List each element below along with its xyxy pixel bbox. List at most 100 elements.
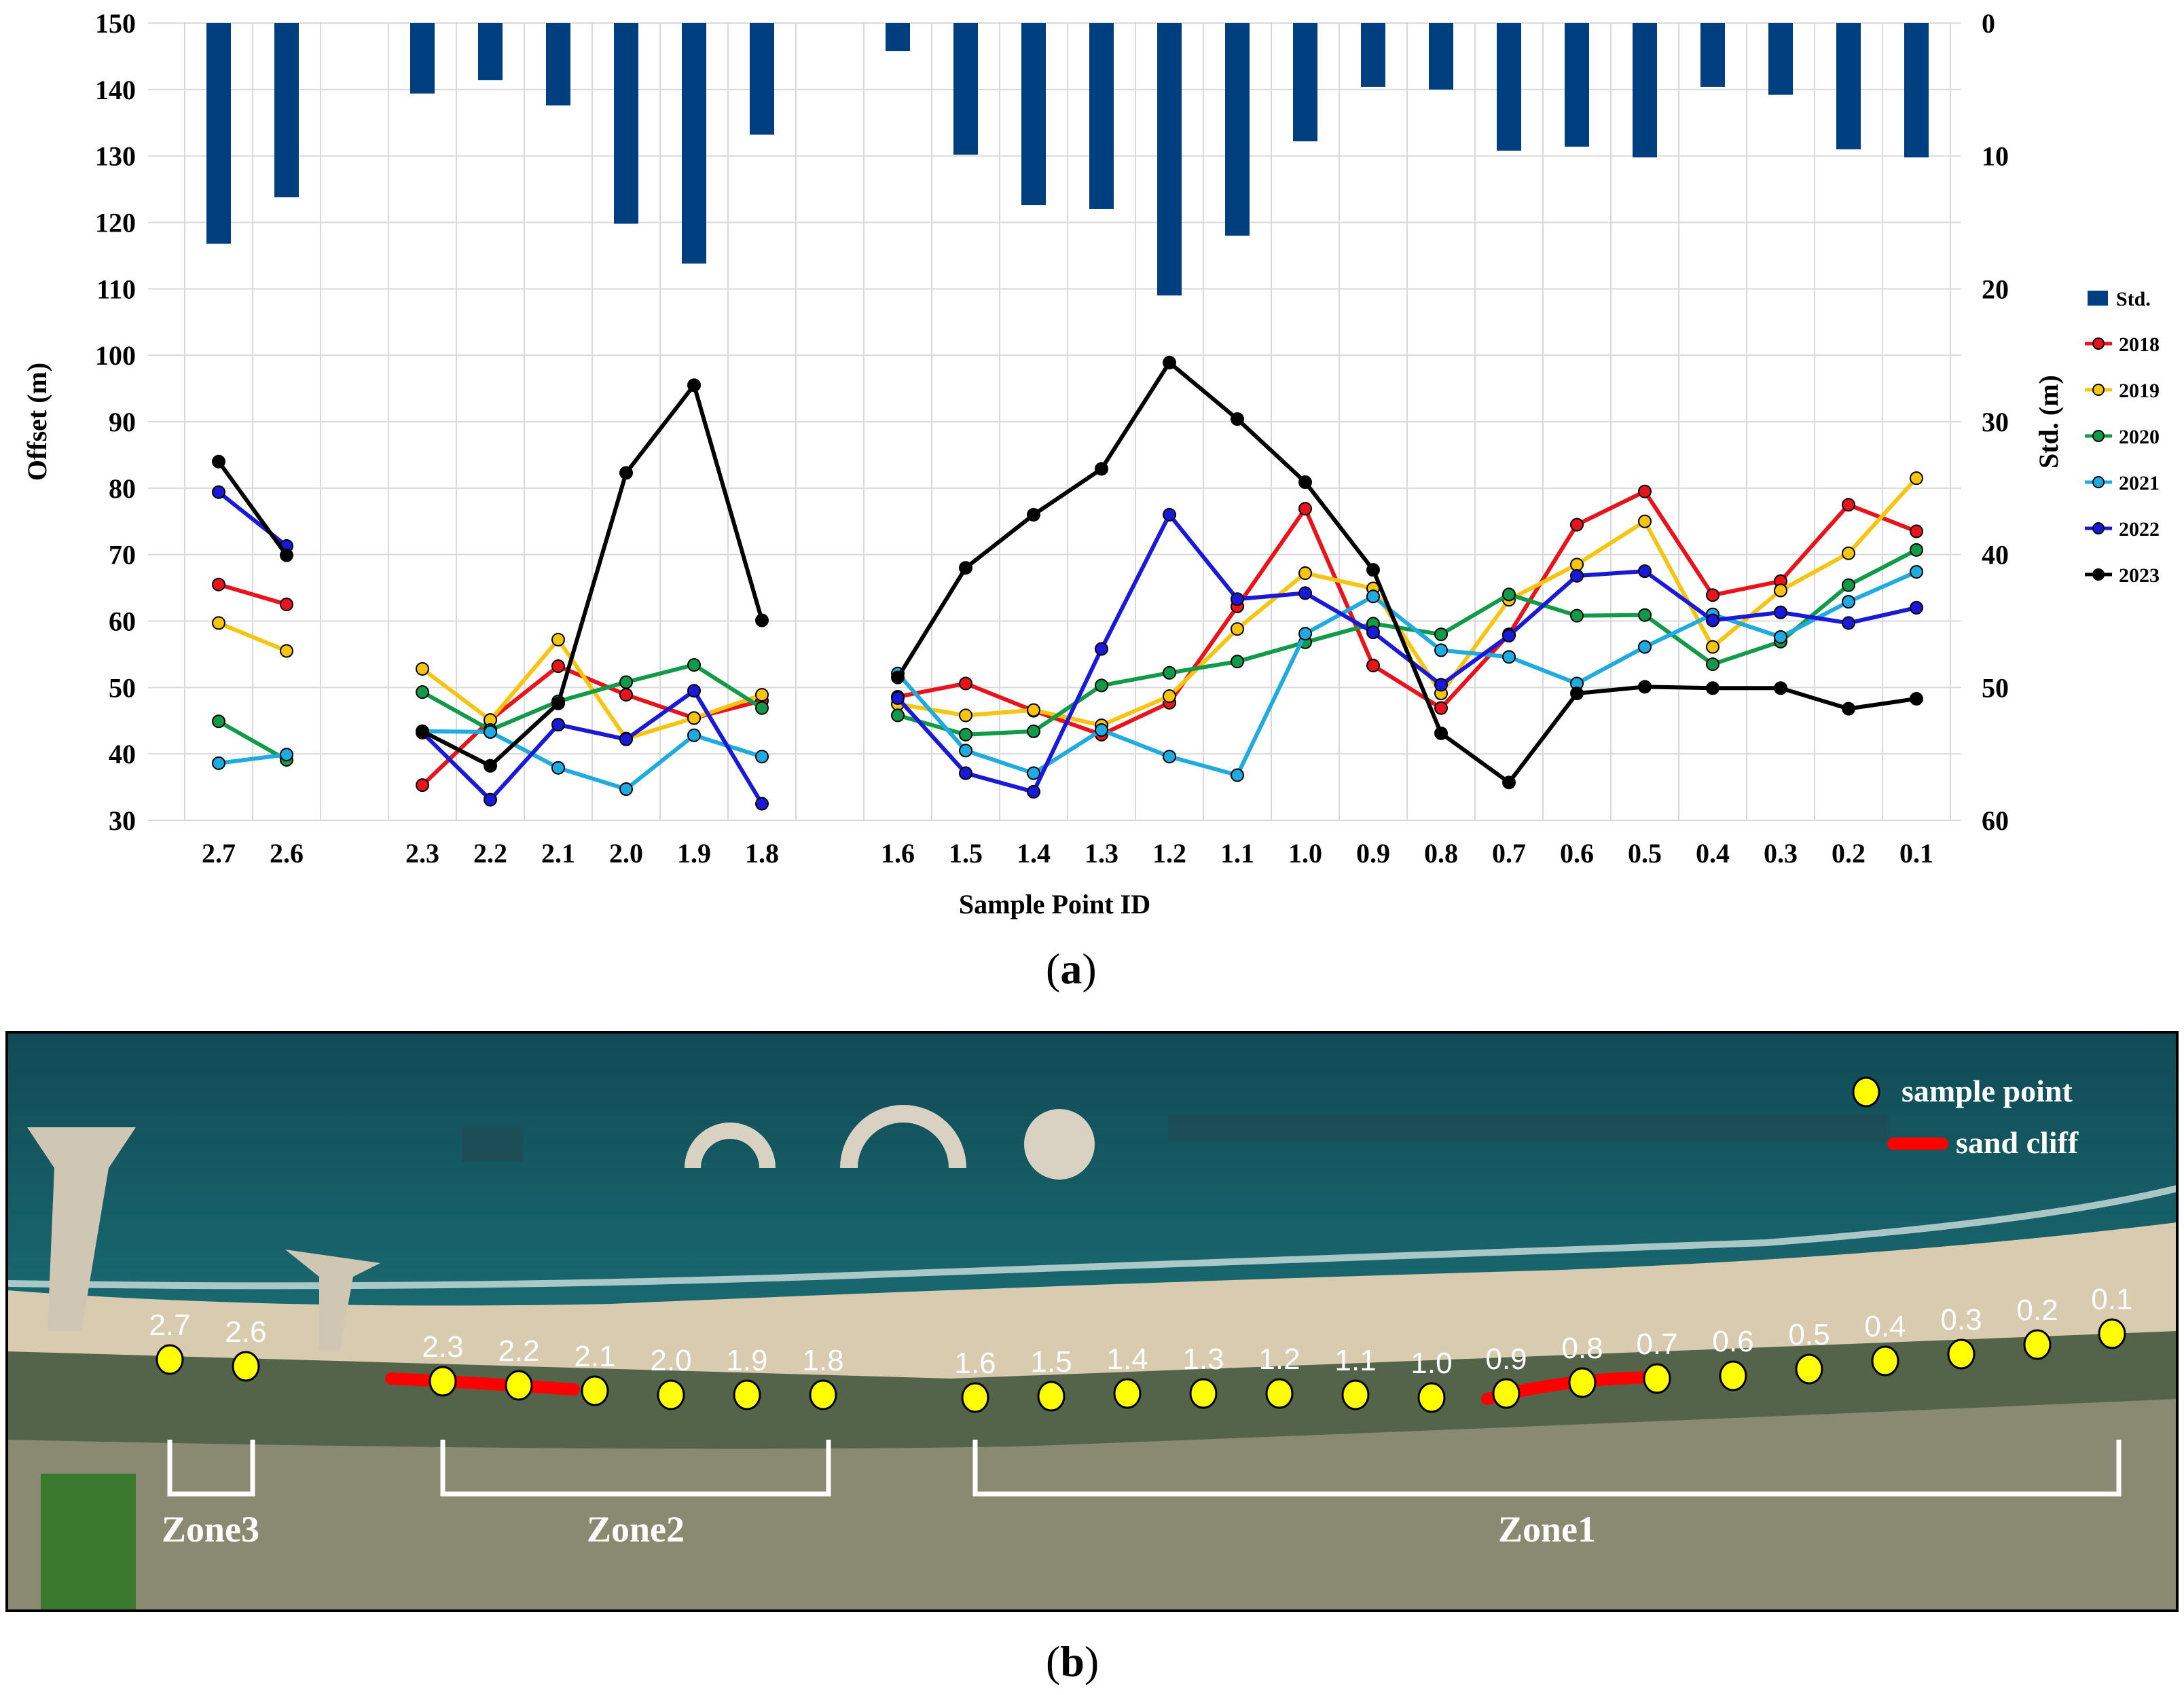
series-line [421,663,763,732]
data-point [1638,680,1652,694]
data-point [1842,546,1855,560]
map-jetty [285,1250,380,1351]
std-bar [1225,23,1250,236]
data-point [687,378,701,393]
sample-point-label: 1.3 [1182,1343,1224,1376]
data-point [1842,595,1855,609]
data-point [959,744,972,758]
data-point [1434,678,1448,692]
series-line [218,752,287,765]
sample-point-label: 2.2 [498,1334,539,1368]
y-tick-right: 10 [1982,141,2009,172]
data-point [959,766,972,780]
x-tick: 0.6 [1560,838,1594,869]
sample-point-label: 1.4 [1106,1343,1148,1376]
sample-point-label: 1.9 [726,1344,767,1377]
std-bar [1429,23,1453,90]
sample-point [1643,1363,1671,1394]
x-tick: 1.5 [949,838,983,869]
sample-point [1795,1353,1823,1385]
data-point [687,711,701,725]
sample-point [1568,1367,1597,1398]
sample-point [1492,1378,1521,1409]
x-tick: 0.3 [1764,838,1798,869]
legend-std-swatch [2088,291,2108,306]
data-point [1842,578,1855,592]
data-point [1774,605,1787,619]
sample-point [1265,1378,1294,1409]
std-bar [1497,23,1521,151]
data-point [959,708,972,723]
sample-point-label: 0.8 [1561,1332,1603,1365]
sample-point [657,1379,685,1410]
aerial-map: 2.7 2.6 2.3 2.2 2.1 2.0 1.9 1.8 1.6 1.5 1.4 1.3 1.2 1… [5,1031,2179,1612]
zone-label: Zone1 [1498,1509,1596,1550]
data-point [1095,462,1108,476]
sand-cliff [385,1372,580,1396]
data-point [619,466,633,480]
data-point [1095,678,1108,693]
data-point [1434,627,1448,642]
sample-point [1719,1360,1747,1391]
y-tick-left: 60 [109,606,136,637]
legend-label: 2023 [2119,564,2160,587]
data-point [416,661,429,676]
data-point [1910,565,1923,579]
data-point [891,708,905,723]
sample-point-label: 1.2 [1258,1343,1300,1376]
y-tick-left: 70 [109,540,136,570]
data-point [891,691,905,705]
map-legend: sample point sand cliff [1852,1074,2079,1160]
data-point [1842,701,1855,716]
data-point [1910,600,1923,615]
map-sports-field [41,1474,136,1609]
data-point [891,670,905,685]
legend-cliff-label: sand cliff [1956,1125,2079,1160]
data-point [551,632,565,646]
data-point [1027,724,1040,738]
y-tick-left: 110 [96,274,136,304]
map-town [7,1399,2177,1611]
data-point [1638,514,1652,528]
data-point [551,696,565,710]
map-breakwater [685,1123,776,1169]
map-submerged-breakwater [1168,1114,1888,1141]
std-bar [614,23,638,224]
sample-point [1947,1338,1976,1370]
data-point [1298,475,1312,490]
sample-point [1037,1381,1066,1412]
data-point [484,759,497,773]
data-point [1638,564,1652,579]
sample-point [581,1375,609,1406]
std-bar [1089,23,1114,209]
data-point [1910,471,1923,486]
y-tick-right: 40 [1982,540,2009,570]
data-point [212,616,225,630]
sample-point [429,1366,457,1397]
sample-point [809,1379,837,1410]
data-point [551,761,565,775]
data-point [1638,640,1652,654]
sample-point [733,1379,761,1410]
std-bar [1021,23,1046,206]
y-tick-left: 120 [95,208,136,238]
data-point [1570,517,1584,532]
x-tick: 0.2 [1832,838,1866,869]
data-point [1774,583,1787,598]
std-bar [206,23,231,244]
data-point [1231,655,1244,669]
data-point [212,577,225,591]
sample-point-label: 0.4 [1864,1310,1906,1343]
sample-point-label: 2.0 [650,1344,691,1377]
legend: Std. 2018 2019 2020 2021 2022 2023 [2085,288,2160,587]
std-bar [886,23,910,52]
y-axis-title-right: Std. (m) [2033,375,2064,469]
series-line [217,719,288,762]
data-point [1434,643,1448,657]
data-point [619,732,633,746]
zone-bracket [167,1440,255,1497]
data-point [484,792,497,807]
data-point [1095,642,1108,656]
sample-point [1113,1378,1142,1409]
data-point [1570,568,1584,583]
